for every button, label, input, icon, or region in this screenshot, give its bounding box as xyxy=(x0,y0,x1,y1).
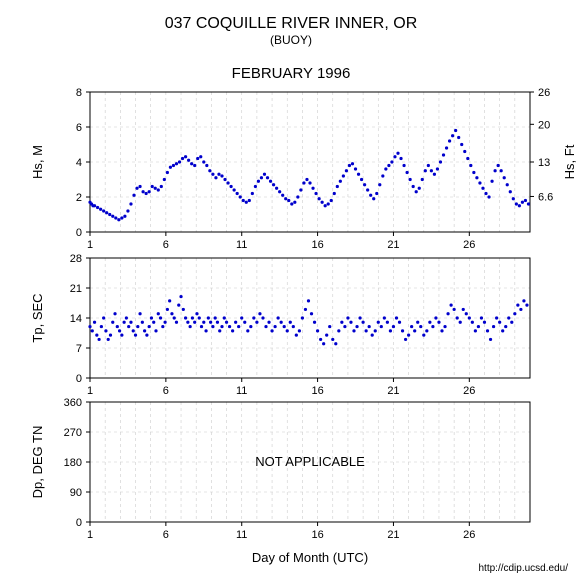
title: 037 COQUILLE RIVER INNER, OR xyxy=(165,15,418,32)
ytick-label: 14 xyxy=(70,313,82,325)
series xyxy=(88,295,528,345)
ytick-label: 6 xyxy=(76,122,82,134)
xtick-label: 6 xyxy=(163,385,169,397)
subtitle: (BUOY) xyxy=(270,33,312,47)
series xyxy=(88,129,530,221)
xtick-label: 1 xyxy=(87,385,93,397)
ytick-label: 4 xyxy=(76,157,82,169)
ytick-label-right: 6.6 xyxy=(538,191,553,203)
xtick-label: 11 xyxy=(236,529,247,541)
ytick-label: 7 xyxy=(76,343,82,355)
xtick-label: 21 xyxy=(387,239,399,251)
ytick-label: 270 xyxy=(64,427,82,439)
xlabel: Day of Month (UTC) xyxy=(252,550,368,565)
xtick-label: 11 xyxy=(236,239,247,251)
ytick-label: 2 xyxy=(76,192,82,204)
xtick-label: 16 xyxy=(311,529,323,541)
ytick-label: 0 xyxy=(76,227,82,239)
chart-svg: 037 COQUILLE RIVER INNER, OR(BUOY) FEBRUA… xyxy=(0,0,582,581)
ytick-label: 180 xyxy=(64,457,82,469)
xtick-label: 16 xyxy=(311,239,323,251)
ylabel: Dp, DEG TN xyxy=(30,426,45,499)
ytick-label: 8 xyxy=(76,87,82,99)
xtick-label: 6 xyxy=(163,239,169,251)
month-label: FEBRUARY 1996 xyxy=(232,65,351,82)
ytick-label-right: 26 xyxy=(538,87,550,99)
ylabel: Tp, SEC xyxy=(30,293,45,342)
ytick-label-right: 13 xyxy=(538,157,550,169)
xtick-label: 26 xyxy=(463,385,475,397)
xtick-label: 21 xyxy=(387,529,399,541)
xtick-label: 21 xyxy=(387,385,399,397)
xtick-label: 1 xyxy=(87,239,93,251)
ytick-label: 0 xyxy=(76,373,82,385)
ylabel-right: Hs, Ft xyxy=(562,144,577,179)
ylabel: Hs, M xyxy=(30,145,45,179)
xtick-label: 6 xyxy=(163,529,169,541)
chart-container: 037 COQUILLE RIVER INNER, OR(BUOY) FEBRUA… xyxy=(0,0,582,581)
xtick-label: 1 xyxy=(87,529,93,541)
xtick-label: 11 xyxy=(236,385,247,397)
ytick-label-right: 20 xyxy=(538,119,550,131)
ytick-label: 360 xyxy=(64,397,82,409)
ytick-label: 28 xyxy=(70,253,82,265)
ytick-label: 90 xyxy=(70,487,82,499)
xtick-label: 26 xyxy=(463,239,475,251)
xtick-label: 26 xyxy=(463,529,475,541)
xtick-label: 16 xyxy=(311,385,323,397)
ytick-label: 21 xyxy=(70,283,82,295)
ytick-label: 0 xyxy=(76,517,82,529)
not-applicable-label: NOT APPLICABLE xyxy=(255,454,365,469)
footer-url: http://cdip.ucsd.edu/ xyxy=(478,563,568,574)
